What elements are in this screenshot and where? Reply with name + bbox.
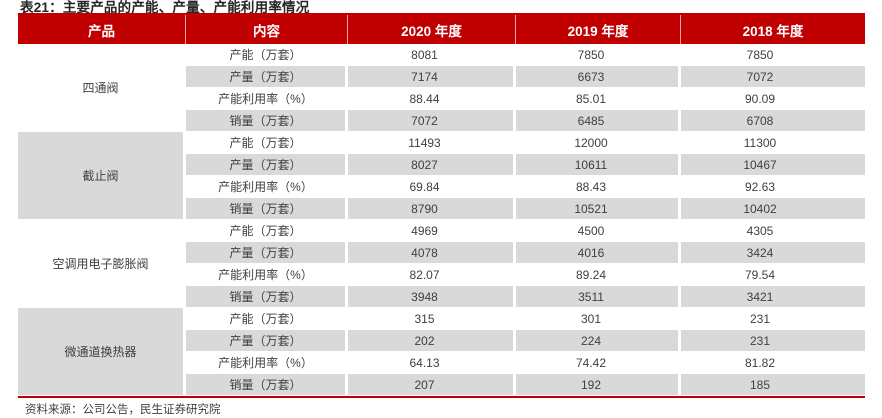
value-cell: 90.09 xyxy=(681,88,865,110)
metric-label-cell: 产能（万套） xyxy=(186,132,348,154)
product-cell: 四通阀 xyxy=(18,44,186,132)
col-header-2019: 2019 年度 xyxy=(516,15,681,44)
value-cell: 202 xyxy=(348,330,516,352)
value-cell: 89.24 xyxy=(516,264,681,286)
metric-label-cell: 销量（万套） xyxy=(186,286,348,308)
metric-label-cell: 产能利用率（%） xyxy=(186,88,348,110)
value-cell: 92.63 xyxy=(681,176,865,198)
value-cell: 88.43 xyxy=(516,176,681,198)
value-cell: 7072 xyxy=(348,110,516,132)
value-cell: 8081 xyxy=(348,44,516,66)
value-cell: 7174 xyxy=(348,66,516,88)
metric-label-cell: 产量（万套） xyxy=(186,330,348,352)
col-header-2020: 2020 年度 xyxy=(348,15,516,44)
metric-label-cell: 销量（万套） xyxy=(186,110,348,132)
value-cell: 301 xyxy=(516,308,681,330)
value-cell: 81.82 xyxy=(681,352,865,374)
product-cell: 空调用电子膨胀阀 xyxy=(18,220,186,308)
table-title-bar: 表21：主要产品的产能、产量、产能利用率情况 xyxy=(18,0,865,15)
table-title: 表21：主要产品的产能、产量、产能利用率情况 xyxy=(20,0,310,15)
value-cell: 11493 xyxy=(348,132,516,154)
value-cell: 10402 xyxy=(681,198,865,220)
metric-label-cell: 产量（万套） xyxy=(186,242,348,264)
value-cell: 231 xyxy=(681,308,865,330)
value-cell: 224 xyxy=(516,330,681,352)
metric-label-cell: 销量（万套） xyxy=(186,198,348,220)
value-cell: 8027 xyxy=(348,154,516,176)
value-cell: 4016 xyxy=(516,242,681,264)
value-cell: 79.54 xyxy=(681,264,865,286)
value-cell: 4305 xyxy=(681,220,865,242)
value-cell: 231 xyxy=(681,330,865,352)
value-cell: 7850 xyxy=(516,44,681,66)
value-cell: 207 xyxy=(348,374,516,396)
value-cell: 6708 xyxy=(681,110,865,132)
value-cell: 10467 xyxy=(681,154,865,176)
metric-label-cell: 产能（万套） xyxy=(186,44,348,66)
value-cell: 3948 xyxy=(348,286,516,308)
product-cell: 截止阀 xyxy=(18,132,186,220)
value-cell: 69.84 xyxy=(348,176,516,198)
metric-label-cell: 产能（万套） xyxy=(186,220,348,242)
table-bottom-rule xyxy=(18,396,865,398)
value-cell: 4500 xyxy=(516,220,681,242)
metric-label-cell: 产能利用率（%） xyxy=(186,352,348,374)
metric-label-cell: 产能（万套） xyxy=(186,308,348,330)
value-cell: 192 xyxy=(516,374,681,396)
metric-label-cell: 销量（万套） xyxy=(186,374,348,396)
col-header-metric: 内容 xyxy=(186,15,348,44)
capacity-utilization-table: 产品 内容 2020 年度 2019 年度 2018 年度 四通阀 产能（万套）… xyxy=(18,15,865,396)
value-cell: 3421 xyxy=(681,286,865,308)
value-cell: 315 xyxy=(348,308,516,330)
source-note: 资料来源：公司公告，民生证券研究院 xyxy=(25,404,221,416)
value-cell: 82.07 xyxy=(348,264,516,286)
col-header-2018: 2018 年度 xyxy=(681,15,865,44)
metric-label-cell: 产量（万套） xyxy=(186,66,348,88)
value-cell: 11300 xyxy=(681,132,865,154)
metric-label-cell: 产能利用率（%） xyxy=(186,264,348,286)
product-cell: 微通道换热器 xyxy=(18,308,186,396)
value-cell: 7850 xyxy=(681,44,865,66)
value-cell: 3424 xyxy=(681,242,865,264)
metric-label-cell: 产量（万套） xyxy=(186,154,348,176)
value-cell: 10521 xyxy=(516,198,681,220)
value-cell: 85.01 xyxy=(516,88,681,110)
value-cell: 64.13 xyxy=(348,352,516,374)
value-cell: 7072 xyxy=(681,66,865,88)
value-cell: 88.44 xyxy=(348,88,516,110)
metric-label-cell: 产能利用率（%） xyxy=(186,176,348,198)
value-cell: 3511 xyxy=(516,286,681,308)
value-cell: 4969 xyxy=(348,220,516,242)
value-cell: 10611 xyxy=(516,154,681,176)
value-cell: 74.42 xyxy=(516,352,681,374)
value-cell: 185 xyxy=(681,374,865,396)
value-cell: 4078 xyxy=(348,242,516,264)
value-cell: 6485 xyxy=(516,110,681,132)
col-header-product: 产品 xyxy=(18,15,186,44)
value-cell: 12000 xyxy=(516,132,681,154)
value-cell: 8790 xyxy=(348,198,516,220)
value-cell: 6673 xyxy=(516,66,681,88)
